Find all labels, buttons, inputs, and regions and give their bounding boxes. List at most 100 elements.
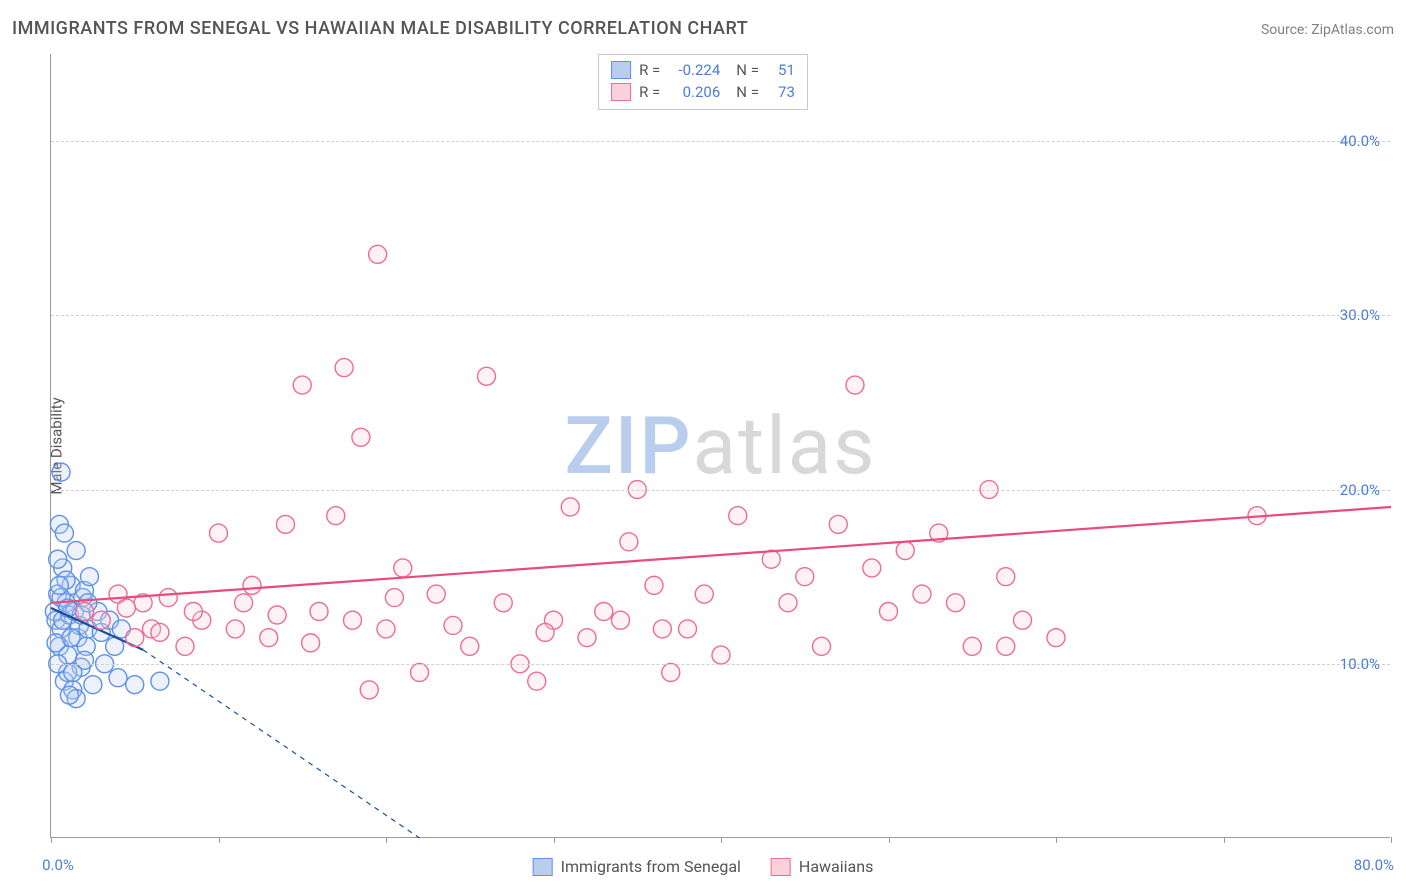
scatter-point xyxy=(997,637,1015,655)
gridline xyxy=(51,664,1390,665)
r-label: R = xyxy=(639,81,660,103)
scatter-point xyxy=(863,559,881,577)
r-value: -0.224 xyxy=(668,59,720,81)
scatter-point xyxy=(159,589,177,607)
scatter-point xyxy=(84,676,102,694)
scatter-point xyxy=(67,542,85,560)
scatter-point xyxy=(813,637,831,655)
legend-swatch xyxy=(611,61,631,79)
scatter-point xyxy=(76,603,94,621)
scatter-point xyxy=(528,672,546,690)
chart-title: IMMIGRANTS FROM SENEGAL VS HAWAIIAN MALE… xyxy=(12,18,748,39)
scatter-point xyxy=(52,463,70,481)
n-value: 51 xyxy=(767,59,795,81)
r-label: R = xyxy=(639,59,660,81)
scatter-point xyxy=(352,428,370,446)
n-label: N = xyxy=(736,59,759,81)
scatter-point xyxy=(226,620,244,638)
series-legend: Immigrants from Senegal Hawaiians xyxy=(533,857,874,876)
scatter-point xyxy=(327,507,345,525)
scatter-point xyxy=(369,245,387,263)
scatter-point xyxy=(762,550,780,568)
plot-area: ZIPatlas 10.0%20.0%30.0%40.0% xyxy=(50,54,1390,838)
scatter-point xyxy=(335,359,353,377)
series-legend-label: Hawaiians xyxy=(799,857,873,876)
scatter-point xyxy=(235,594,253,612)
correlation-legend-row: R =0.206N =73 xyxy=(611,81,795,103)
scatter-point xyxy=(478,367,496,385)
trend-line-dashed xyxy=(143,650,419,838)
scatter-point xyxy=(126,676,144,694)
scatter-point xyxy=(963,637,981,655)
scatter-point xyxy=(880,603,898,621)
scatter-point xyxy=(896,542,914,560)
scatter-point xyxy=(126,629,144,647)
scatter-point xyxy=(427,585,445,603)
scatter-point xyxy=(344,611,362,629)
x-tick xyxy=(219,837,220,843)
scatter-point xyxy=(461,637,479,655)
scatter-point xyxy=(394,559,412,577)
x-tick xyxy=(51,837,52,843)
scatter-point xyxy=(151,623,169,641)
scatter-point xyxy=(612,611,630,629)
scatter-point xyxy=(64,663,82,681)
scatter-point xyxy=(151,672,169,690)
scatter-point xyxy=(277,515,295,533)
scatter-point xyxy=(997,568,1015,586)
scatter-point xyxy=(662,663,680,681)
scatter-point xyxy=(50,576,68,594)
scatter-point xyxy=(913,585,931,603)
x-tick xyxy=(1224,837,1225,843)
scatter-point xyxy=(679,620,697,638)
scatter-point xyxy=(360,681,378,699)
scatter-point xyxy=(645,576,663,594)
n-value: 73 xyxy=(767,81,795,103)
scatter-point xyxy=(302,634,320,652)
x-tick xyxy=(1056,837,1057,843)
correlation-legend: R =-0.224N =51R =0.206N =73 xyxy=(598,54,808,110)
scatter-point xyxy=(117,599,135,617)
scatter-point xyxy=(268,606,286,624)
gridline xyxy=(51,315,1390,316)
x-tick xyxy=(386,837,387,843)
correlation-legend-row: R = -0.224 N = 51 xyxy=(611,59,795,81)
scatter-point xyxy=(494,594,512,612)
n-label: N = xyxy=(736,81,759,103)
x-tick xyxy=(889,837,890,843)
scatter-point xyxy=(444,616,462,634)
gridline xyxy=(51,490,1390,491)
scatter-point xyxy=(176,637,194,655)
scatter-point xyxy=(712,646,730,664)
x-tick xyxy=(721,837,722,843)
scatter-point xyxy=(81,568,99,586)
series-legend-label: Immigrants from Senegal xyxy=(561,857,741,876)
y-tick-label: 20.0% xyxy=(1340,481,1380,499)
scatter-point xyxy=(1014,611,1032,629)
legend-swatch xyxy=(533,858,553,876)
trend-line xyxy=(51,507,1391,603)
scatter-point xyxy=(653,620,671,638)
scatter-point xyxy=(92,611,110,629)
scatter-point xyxy=(385,589,403,607)
legend-swatch xyxy=(611,83,631,101)
scatter-point xyxy=(695,585,713,603)
scatter-point xyxy=(796,568,814,586)
legend-swatch xyxy=(771,858,791,876)
scatter-point xyxy=(243,576,261,594)
scatter-point xyxy=(310,603,328,621)
scatter-point xyxy=(779,594,797,612)
scatter-point xyxy=(184,603,202,621)
x-tick-label-first: 0.0% xyxy=(42,856,74,874)
scatter-point xyxy=(536,623,554,641)
scatter-svg xyxy=(51,54,1390,837)
scatter-point xyxy=(62,629,80,647)
scatter-point xyxy=(1047,629,1065,647)
scatter-point xyxy=(729,507,747,525)
x-tick-label-last: 80.0% xyxy=(1354,856,1394,874)
scatter-point xyxy=(260,629,278,647)
x-tick xyxy=(1391,837,1392,843)
source-label: Source: ZipAtlas.com xyxy=(1261,22,1394,38)
gridline xyxy=(51,141,1390,142)
scatter-point xyxy=(210,524,228,542)
